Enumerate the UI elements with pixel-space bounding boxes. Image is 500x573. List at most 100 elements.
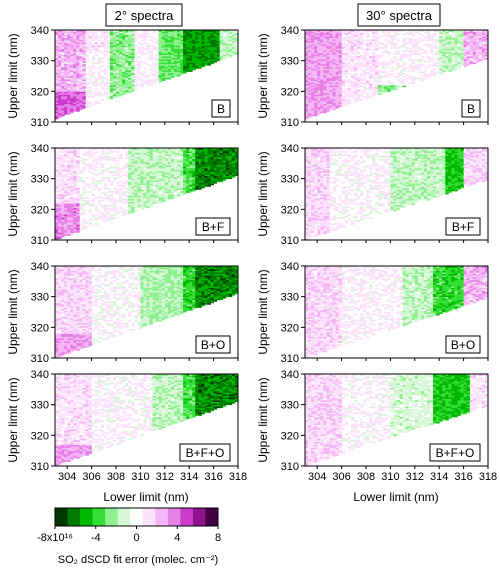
heatmap-cell (70, 194, 74, 196)
heatmap-cell (164, 187, 169, 190)
heatmap-cell (375, 85, 379, 88)
heatmap-cell (70, 37, 74, 40)
heatmap-cell (116, 31, 120, 34)
heatmap-cell (161, 66, 166, 69)
heatmap-cell (201, 46, 205, 49)
heatmap-cell (460, 39, 464, 42)
heatmap-cell (335, 46, 339, 49)
heatmap-cell (97, 187, 102, 190)
heatmap-cell (131, 34, 135, 37)
heatmap-cell (326, 56, 330, 58)
heatmap-cell (122, 39, 126, 42)
heatmap-cell (314, 66, 318, 69)
heatmap-cell (103, 42, 108, 45)
heatmap-cell (155, 201, 160, 204)
heatmap-cell (152, 155, 157, 158)
heatmap-cell (314, 97, 318, 100)
heatmap-cell (326, 91, 330, 94)
heatmap-cell (100, 178, 105, 181)
heatmap-cell (356, 76, 361, 78)
heatmap-cell (195, 37, 199, 40)
heatmap-cell (384, 43, 388, 46)
heatmap-cell (106, 62, 111, 65)
heatmap-cell (82, 102, 86, 104)
heatmap-cell (100, 45, 105, 48)
heatmap-cell (466, 60, 471, 63)
heatmap-cell (109, 94, 114, 97)
heatmap-cell (161, 30, 166, 32)
heatmap-cell (478, 57, 483, 60)
heatmap-cell (414, 51, 419, 54)
heatmap-cell (362, 51, 367, 54)
heatmap-cell (317, 63, 321, 66)
heatmap-cell (94, 206, 99, 209)
heatmap-cell (314, 108, 318, 111)
heatmap-cell (79, 79, 83, 81)
heatmap-cell (326, 82, 330, 85)
heatmap-cell (463, 48, 468, 51)
heatmap-cell (433, 62, 437, 65)
heatmap-cell (317, 36, 321, 39)
heatmap-cell (64, 186, 68, 189)
heatmap-cell (460, 59, 464, 62)
heatmap-cell (103, 39, 108, 42)
heatmap-cell (402, 54, 407, 57)
heatmap-cell (73, 212, 77, 215)
heatmap-cell (143, 183, 147, 186)
heatmap-cell (402, 62, 407, 65)
heatmap-cell (329, 83, 333, 86)
heatmap-cell (384, 63, 388, 66)
heatmap-cell (70, 42, 74, 45)
heatmap-cell (140, 72, 144, 75)
heatmap-cell (311, 45, 315, 48)
heatmap-cell (201, 56, 205, 58)
heatmap-cell (161, 37, 166, 40)
heatmap-cell (140, 60, 144, 63)
heatmap-cell (366, 66, 370, 69)
heatmap-cell (335, 76, 339, 78)
heatmap-cell (128, 71, 132, 74)
heatmap-cell (393, 53, 397, 55)
heatmap-cell (164, 46, 169, 49)
heatmap-cell (76, 215, 80, 218)
heatmap-cell (466, 31, 471, 34)
heatmap-cell (112, 60, 117, 63)
heatmap-cell (161, 69, 166, 72)
heatmap-cell (335, 53, 339, 55)
heatmap-cell (103, 77, 108, 80)
heatmap-cell (219, 37, 224, 40)
heatmap-cell (305, 115, 309, 118)
heatmap-cell (103, 43, 108, 46)
heatmap-cell (64, 60, 68, 63)
heatmap-cell (82, 46, 86, 49)
heatmap-cell (112, 86, 117, 89)
heatmap-cell (329, 60, 333, 63)
heatmap-cell (97, 158, 102, 161)
heatmap-cell (73, 226, 77, 229)
heatmap-cell (140, 83, 144, 86)
heatmap-cell (155, 54, 160, 57)
heatmap-cell (125, 200, 129, 203)
heatmap-cell (91, 94, 96, 97)
heatmap-cell (167, 42, 172, 45)
heatmap-cell (91, 103, 96, 106)
heatmap-cell (326, 108, 330, 111)
heatmap-cell (198, 49, 202, 52)
heatmap-cell (329, 37, 333, 40)
heatmap-cell (186, 157, 190, 160)
heatmap-cell (170, 158, 175, 161)
heatmap-cell (76, 42, 80, 45)
heatmap-cell (97, 102, 102, 104)
heatmap-cell (143, 169, 147, 172)
heatmap-cell (116, 163, 120, 166)
heatmap-cell (167, 178, 172, 181)
heatmap-cell (311, 91, 315, 94)
heatmap-cell (103, 183, 108, 186)
heatmap-cell (372, 86, 376, 89)
heatmap-cell (347, 99, 352, 101)
heatmap-cell (85, 77, 89, 80)
heatmap-cell (58, 59, 62, 62)
heatmap-cell (177, 56, 181, 58)
heatmap-cell (134, 166, 138, 169)
heatmap-cell (64, 108, 68, 111)
